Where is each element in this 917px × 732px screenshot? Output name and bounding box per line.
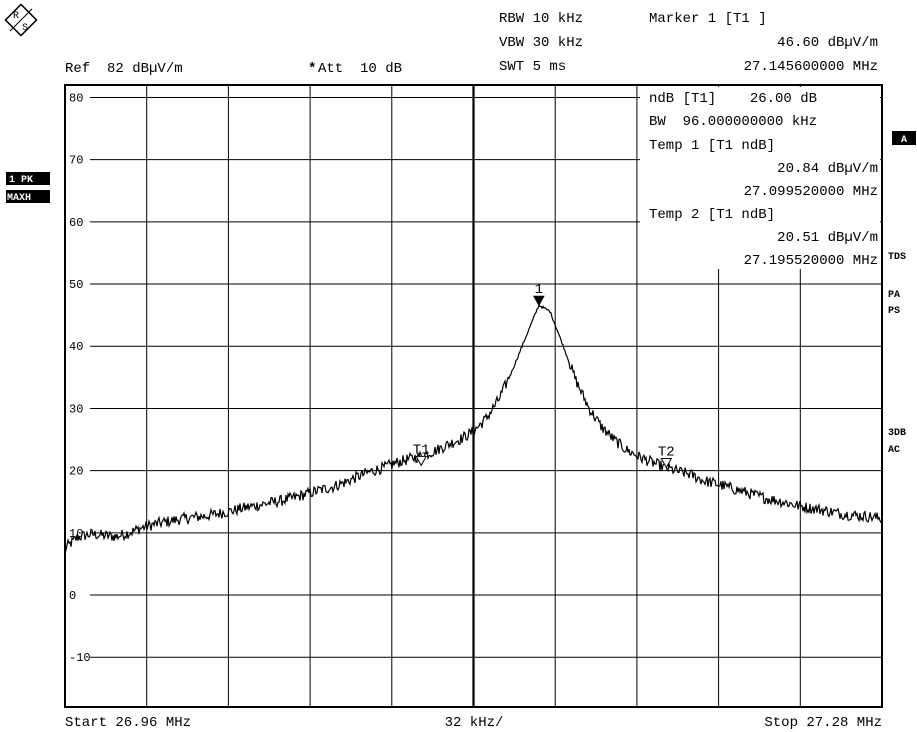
y-tick-label: 70: [69, 154, 83, 168]
temp2-level: 20.51 dBµV/m: [777, 230, 878, 246]
trace-layer: [64, 303, 883, 552]
temp1-frequency: 27.099520000 MHz: [744, 184, 878, 200]
temp1-level: 20.84 dBµV/m: [777, 161, 878, 177]
3db-label: 3DB: [888, 428, 906, 439]
tick-label-bg: [66, 152, 90, 166]
bandwidth-value: BW 96.000000000 kHz: [649, 114, 817, 130]
ps-label: PS: [888, 306, 900, 317]
tick-label-bg: [66, 277, 90, 291]
marker-t2: T2: [658, 444, 675, 469]
trace-info-box: 1 PK MAXH: [6, 172, 50, 204]
stop-frequency: Stop 27.28 MHz: [764, 715, 882, 731]
swt-label: SWT 5 ms: [499, 59, 566, 75]
temp2-frequency: 27.195520000 MHz: [744, 253, 878, 269]
y-tick-label: 0: [69, 589, 76, 603]
temp1-title: Temp 1 [T1 ndB]: [649, 138, 775, 154]
rbw-label: RBW 10 kHz: [499, 11, 583, 27]
logo-s: S: [22, 23, 28, 34]
rohde-schwarz-logo: R S: [4, 3, 38, 37]
tick-label-bg: [66, 650, 90, 664]
marker-info-table: ndB [T1] 26.00 dB BW 96.000000000 kHz Te…: [640, 87, 880, 269]
temp2-title: Temp 2 [T1 ndB]: [649, 207, 775, 223]
screen-a-indicator: [892, 131, 916, 145]
tick-label-bg: [66, 401, 90, 415]
start-frequency: Start 26.96 MHz: [65, 715, 191, 731]
marker-triangle: [415, 455, 428, 467]
tick-label-bg: [66, 588, 90, 602]
tick-label-bg: [66, 463, 90, 477]
marker-frequency: 27.145600000 MHz: [744, 59, 878, 75]
tds-label: TDS: [888, 252, 906, 263]
ac-label: AC: [888, 445, 900, 456]
attenuation-label: Att 10 dB: [318, 61, 402, 77]
vbw-label: VBW 30 kHz: [499, 35, 583, 51]
att-coupling-star: *: [308, 61, 316, 77]
y-tick-label: 20: [69, 465, 83, 479]
marker-t1: T1: [413, 442, 430, 467]
y-tick-label: 50: [69, 278, 83, 292]
ndb-value: ndB [T1] 26.00 dB: [649, 91, 817, 107]
span-per-division: 32 kHz/: [445, 715, 504, 731]
right-status-labels: A TDS PA PS 3DB AC: [888, 131, 916, 456]
marker-triangle: [660, 457, 673, 469]
tick-label-bg: [66, 90, 90, 104]
marker-table-background: [640, 87, 880, 269]
trace-detector-label: 1 PK: [9, 175, 33, 186]
y-tick-label: 60: [69, 216, 83, 230]
screen-a-label: A: [901, 135, 907, 146]
y-tick-label: 80: [69, 91, 83, 105]
marker-label: T2: [658, 444, 675, 460]
marker-title: Marker 1 [T1 ]: [649, 11, 767, 27]
pa-label: PA: [888, 290, 900, 301]
plot-grid: [65, 85, 882, 707]
y-tick-label: 40: [69, 340, 83, 354]
marker-1: 1: [533, 282, 545, 307]
y-tick-label: 30: [69, 402, 83, 416]
marker-triangle: [533, 295, 545, 307]
marker-level: 46.60 dBµV/m: [777, 35, 878, 51]
marker-label: 1: [535, 282, 543, 298]
ref-level-label: Ref 82 dBµV/m: [65, 61, 183, 77]
trace-mode-label: MAXH: [7, 193, 31, 204]
tick-label-bg: [66, 339, 90, 353]
marker-label: T1: [413, 442, 430, 458]
y-tick-label: -10: [69, 651, 91, 665]
spectrum-trace: [64, 303, 883, 552]
marker-layer: 1 T1 T2: [413, 282, 675, 469]
logo-r: R: [13, 11, 19, 22]
tick-label-bg: [66, 214, 90, 228]
